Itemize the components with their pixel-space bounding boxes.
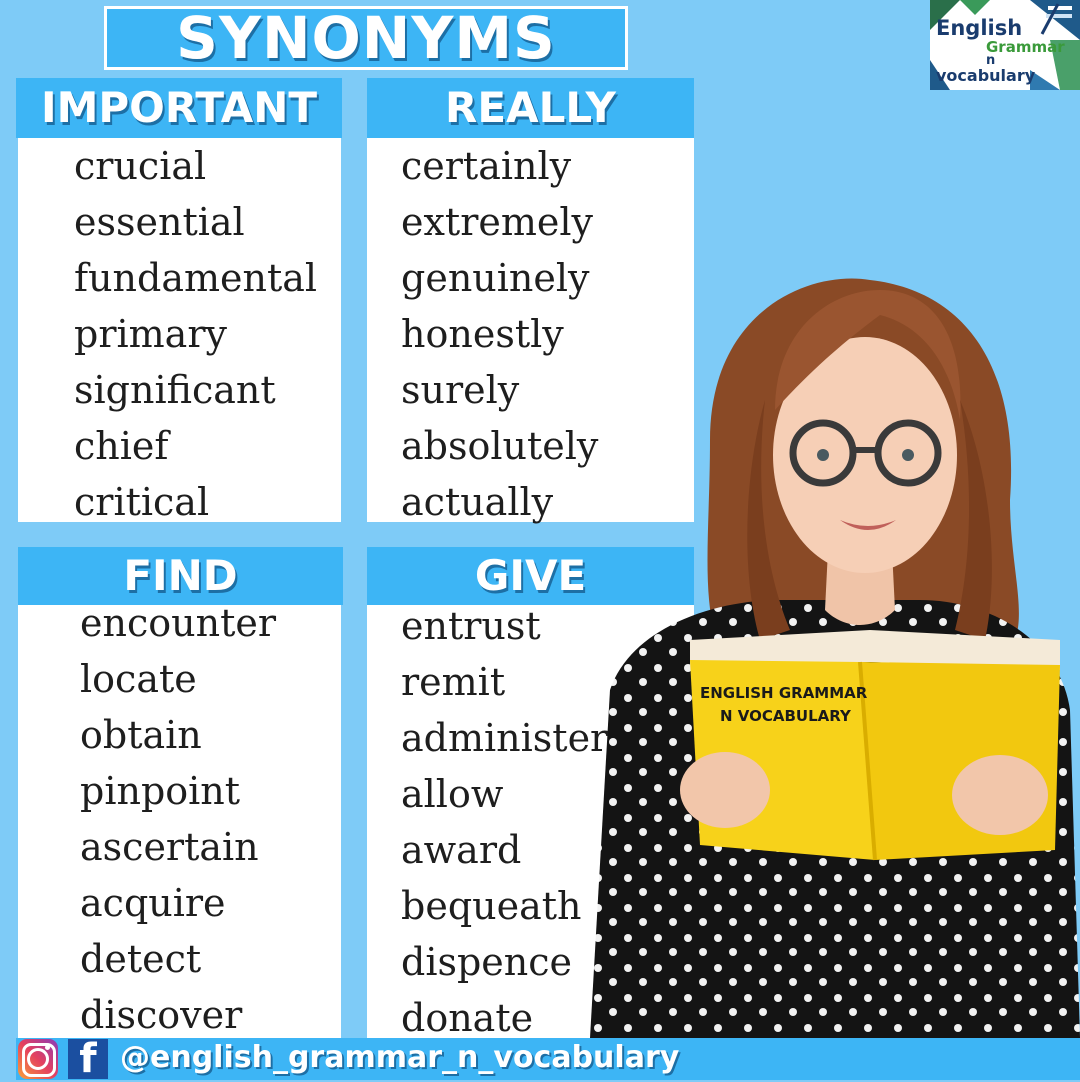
social-handle[interactable]: @english_grammar_n_vocabulary xyxy=(120,1040,680,1075)
word-item: significant xyxy=(74,368,276,412)
word-item: acquire xyxy=(80,881,226,925)
logo-text-n: n xyxy=(986,53,996,68)
word-item: ascertain xyxy=(80,825,259,869)
word-item: donate xyxy=(401,996,534,1040)
facebook-glyph: f xyxy=(79,1036,97,1082)
logo-mosaic-pattern xyxy=(930,0,1080,90)
word-item: absolutely xyxy=(401,424,599,468)
heading-really: REALLY xyxy=(445,83,616,132)
word-item: genuinely xyxy=(401,256,590,300)
word-item: entrust xyxy=(401,604,541,648)
word-item: critical xyxy=(74,480,210,524)
word-item: honestly xyxy=(401,312,564,356)
word-item: actually xyxy=(401,480,554,524)
instagram-icon[interactable] xyxy=(18,1039,58,1079)
brand-logo: English Grammar n vocabulary xyxy=(930,0,1080,90)
word-item: encounter xyxy=(80,601,276,645)
panel-really xyxy=(367,138,694,522)
word-item: certainly xyxy=(401,144,572,188)
word-item: detect xyxy=(80,937,202,981)
word-item: pinpoint xyxy=(80,769,241,813)
word-item: remit xyxy=(401,660,506,704)
word-item: crucial xyxy=(74,144,207,188)
panel-important-heading: IMPORTANT xyxy=(16,78,342,138)
panel-give-heading: GIVE xyxy=(367,547,694,605)
word-item: locate xyxy=(80,657,197,701)
word-item: fundamental xyxy=(74,256,318,300)
word-item: extremely xyxy=(401,200,593,244)
word-item: primary xyxy=(74,312,227,356)
word-item: award xyxy=(401,828,522,872)
page-title: SYNONYMS xyxy=(176,4,556,72)
word-item: discover xyxy=(80,993,243,1037)
heading-important: IMPORTANT xyxy=(40,83,318,132)
book-cover-line1: ENGLISH GRAMMAR xyxy=(700,684,868,702)
book-cover-line2: N VOCABULARY xyxy=(720,707,852,725)
word-item: dispence xyxy=(401,940,573,984)
panel-really-heading: REALLY xyxy=(367,78,694,138)
word-item: surely xyxy=(401,368,520,412)
panel-find xyxy=(18,605,341,1038)
word-item: chief xyxy=(74,424,169,468)
logo-text-english: English xyxy=(936,16,1023,40)
panel-important xyxy=(18,138,341,522)
word-item: essential xyxy=(74,200,245,244)
word-item: obtain xyxy=(80,713,202,757)
heading-find: FIND xyxy=(123,551,238,600)
word-item: allow xyxy=(401,772,504,816)
facebook-icon[interactable]: f xyxy=(68,1039,108,1079)
logo-text-grammar: Grammar xyxy=(986,38,1065,56)
heading-give: GIVE xyxy=(474,551,587,600)
footer-bar: f @english_grammar_n_vocabulary xyxy=(16,1038,1080,1080)
title-banner: SYNONYMS xyxy=(104,6,628,70)
logo-text-vocabulary: vocabulary xyxy=(936,66,1036,85)
panel-find-heading: FIND xyxy=(18,547,343,605)
word-item: bequeath xyxy=(401,884,582,928)
word-item: administer xyxy=(401,716,609,760)
woman-reading-photo: ENGLISH GRAMMAR N VOCABULARY xyxy=(590,278,1080,1038)
